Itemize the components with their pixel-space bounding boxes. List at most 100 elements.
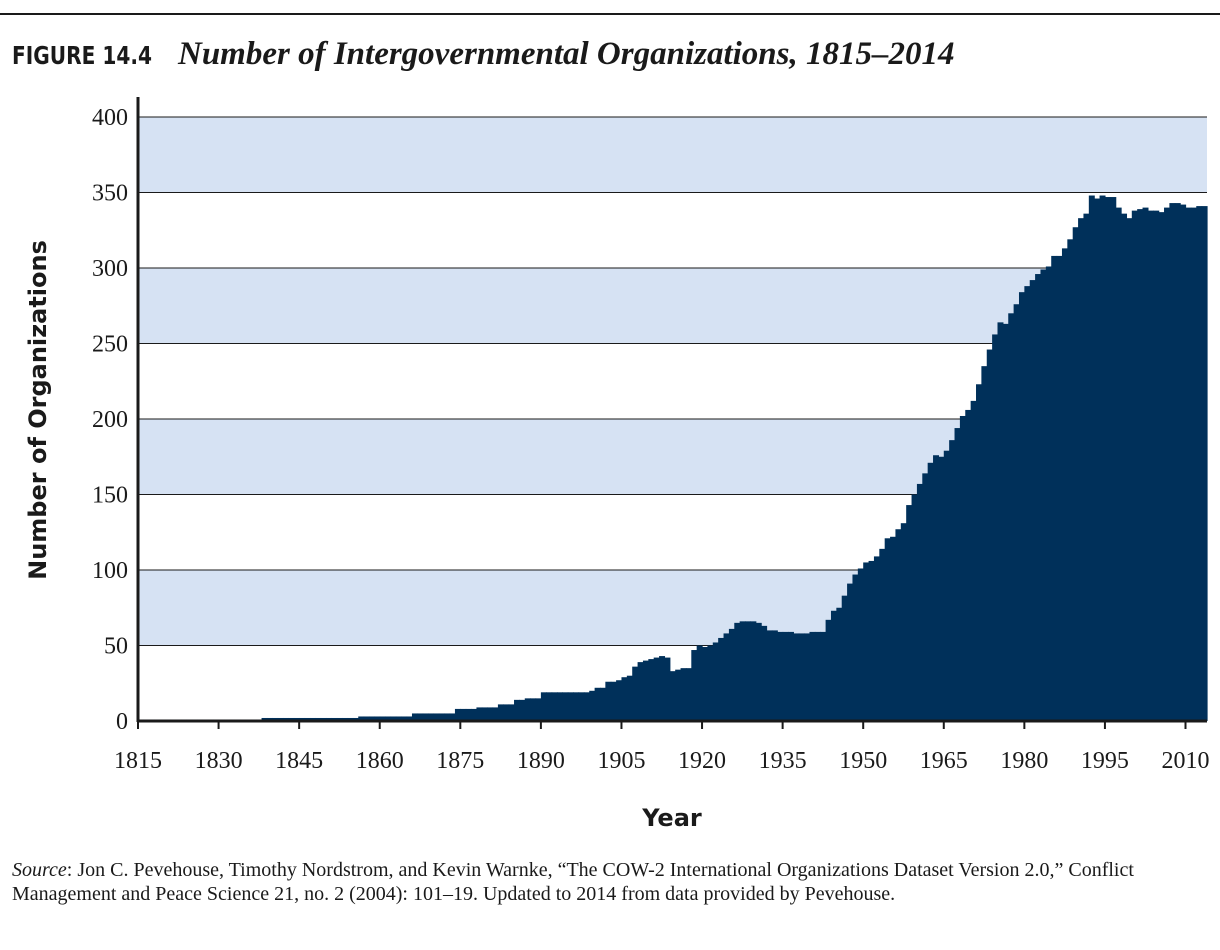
- step-bar: [1131, 210, 1138, 721]
- step-bar: [1180, 204, 1187, 721]
- step-bar: [309, 717, 316, 721]
- step-bar: [1142, 207, 1149, 722]
- step-bar: [873, 556, 880, 721]
- step-bar: [723, 633, 730, 721]
- grid-band: [138, 117, 1207, 193]
- step-bar: [1035, 274, 1042, 721]
- step-bar: [1099, 195, 1106, 721]
- step-bar: [573, 692, 580, 721]
- step-bar: [530, 698, 537, 721]
- step-bar: [304, 717, 311, 721]
- step-bar: [272, 717, 279, 721]
- step-bar: [481, 707, 488, 721]
- step-bar: [1045, 266, 1052, 721]
- step-bar: [761, 625, 768, 721]
- step-bar: [1153, 210, 1160, 721]
- step-bar: [1008, 313, 1015, 721]
- y-tick-label: 250: [92, 332, 128, 358]
- x-tick-label: 1995: [1081, 748, 1129, 774]
- step-bar: [331, 717, 338, 721]
- step-bar: [986, 349, 993, 721]
- step-bar: [669, 671, 676, 721]
- step-bar: [1185, 207, 1192, 722]
- step-bar: [922, 473, 929, 721]
- step-bar: [997, 322, 1004, 721]
- step-bar: [1061, 248, 1068, 721]
- step-bar: [825, 619, 832, 721]
- x-tick-label: 1935: [759, 748, 807, 774]
- step-bar: [428, 713, 435, 721]
- step-bar: [949, 440, 956, 721]
- step-bar: [659, 656, 666, 721]
- step-bar: [605, 681, 612, 721]
- step-bar: [648, 659, 655, 721]
- step-bar: [326, 717, 332, 721]
- step-bar: [476, 707, 483, 721]
- step-bar: [616, 680, 623, 721]
- step-bar: [288, 717, 295, 721]
- step-bar: [524, 698, 531, 721]
- step-bar: [820, 631, 827, 721]
- step-bar: [578, 692, 585, 721]
- step-bar: [315, 717, 322, 721]
- x-tick-label: 1920: [678, 748, 726, 774]
- step-bar: [675, 669, 682, 721]
- step-bar: [1013, 304, 1020, 721]
- step-bar: [992, 334, 999, 721]
- step-bar: [1018, 292, 1025, 721]
- step-bar: [632, 666, 639, 721]
- step-bar: [1169, 203, 1176, 721]
- step-bar: [266, 717, 273, 721]
- step-bar: [460, 708, 467, 721]
- x-tick-label: 1890: [517, 748, 565, 774]
- y-tick-label: 50: [104, 634, 128, 660]
- step-bar: [449, 713, 456, 721]
- source-label: Source: [12, 859, 67, 881]
- y-tick-label: 100: [92, 558, 128, 584]
- step-bar: [465, 708, 472, 721]
- step-bar: [368, 716, 375, 721]
- step-bar: [283, 717, 290, 721]
- step-bar: [685, 668, 692, 721]
- step-bar: [514, 699, 521, 721]
- chart-title: Number of Intergovernmental Organization…: [177, 36, 955, 72]
- x-tick-label: 1980: [1000, 748, 1048, 774]
- step-bar: [551, 692, 558, 721]
- step-bar: [1056, 255, 1063, 722]
- step-bar: [1029, 280, 1036, 721]
- step-bar: [847, 583, 854, 721]
- step-bar: [965, 409, 972, 721]
- step-bar: [1196, 206, 1203, 722]
- step-bar: [1078, 218, 1085, 722]
- step-bar: [1158, 212, 1165, 721]
- step-bar: [589, 690, 596, 721]
- step-bar: [342, 717, 349, 721]
- step-bar: [277, 717, 284, 721]
- step-bar: [938, 456, 945, 721]
- step-bar: [943, 450, 950, 721]
- step-bar: [610, 681, 617, 721]
- step-bar: [879, 548, 886, 721]
- step-bar: [884, 538, 891, 721]
- step-bar: [497, 704, 504, 721]
- step-bar: [1072, 227, 1079, 722]
- step-bar: [793, 633, 800, 721]
- step-bar: [976, 384, 982, 721]
- step-bar: [433, 713, 440, 721]
- step-bar: [809, 631, 816, 721]
- step-bar: [1024, 286, 1031, 721]
- step-bar: [728, 628, 735, 721]
- step-bar: [836, 607, 843, 721]
- step-bar: [642, 660, 649, 721]
- step-bar: [1137, 209, 1144, 722]
- y-tick-label: 0: [116, 709, 128, 735]
- step-bar: [1164, 207, 1170, 722]
- step-bar: [374, 716, 381, 721]
- step-bar: [621, 677, 628, 721]
- step-bar: [739, 621, 746, 721]
- step-bar: [895, 529, 902, 721]
- x-tick-label: 1830: [195, 748, 243, 774]
- step-bar: [411, 713, 418, 721]
- step-bar: [680, 668, 687, 721]
